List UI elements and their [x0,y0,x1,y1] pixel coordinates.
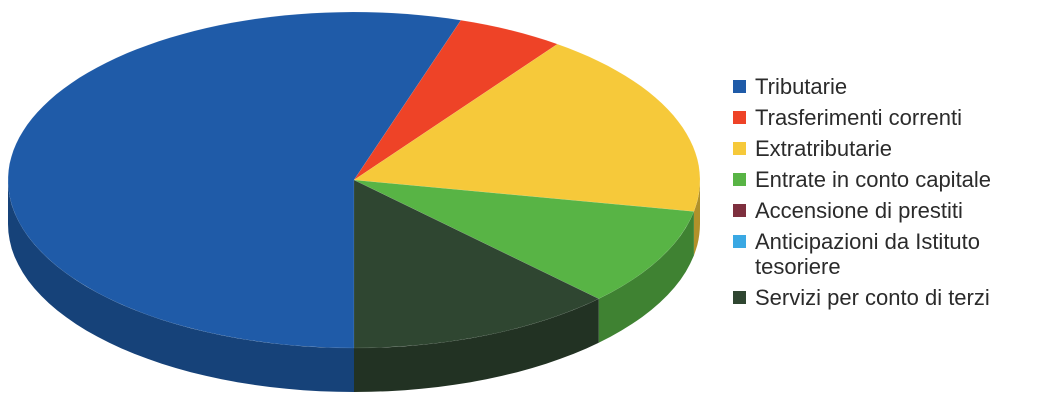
legend-item-anticipazioni-istituto-tesoriere: Anticipazioni da Istituto tesoriere [733,229,1038,279]
pie-side-tributarie [8,180,354,392]
pie-slice-tributarie [7,11,462,349]
chart-legend: Tributarie Trasferimenti correnti Extrat… [733,74,1038,316]
legend-swatch-anticipazioni-istituto-tesoriere [733,235,746,248]
pie-side-entrate-in-conto-capitale [598,211,694,343]
legend-item-entrate-conto-capitale: Entrate in conto capitale [733,167,1038,192]
legend-swatch-extratributarie [733,142,746,155]
legend-swatch-servizi-conto-terzi [733,291,746,304]
legend-swatch-accensione-prestiti [733,204,746,217]
legend-label-extratributarie: Extratributarie [755,136,892,161]
legend-label-tributarie: Tributarie [755,74,848,99]
pie-slice-trasferimenti-correnti [353,19,558,181]
pie-slice-extratributarie [353,43,701,212]
legend-label-servizi-conto-terzi: Servizi per conto di terzi [755,285,990,310]
pie-side-extratributarie [693,180,700,256]
legend-label-trasferimenti-correnti: Trasferimenti correnti [755,105,963,130]
legend-item-accensione-prestiti: Accensione di prestiti [733,198,1038,223]
pie-slice-entrate-in-conto-capitale [353,179,695,300]
legend-item-extratributarie: Extratributarie [733,136,1038,161]
legend-item-servizi-conto-terzi: Servizi per conto di terzi [733,285,1038,310]
legend-label-accensione-prestiti: Accensione di prestiti [755,198,963,223]
legend-item-tributarie: Tributarie [733,74,1038,99]
legend-swatch-tributarie [733,80,746,93]
legend-swatch-trasferimenti-correnti [733,111,746,124]
legend-swatch-entrate-conto-capitale [733,173,746,186]
legend-item-trasferimenti-correnti: Trasferimenti correnti [733,105,1038,130]
pie-side-servizi-per-conto-di-terzi [354,298,599,392]
legend-label-entrate-conto-capitale: Entrate in conto capitale [755,167,992,192]
pie-slice-servizi-per-conto-di-terzi [353,179,600,349]
legend-label-anticipazioni-istituto-tesoriere: Anticipazioni da Istituto tesoriere [755,229,981,279]
